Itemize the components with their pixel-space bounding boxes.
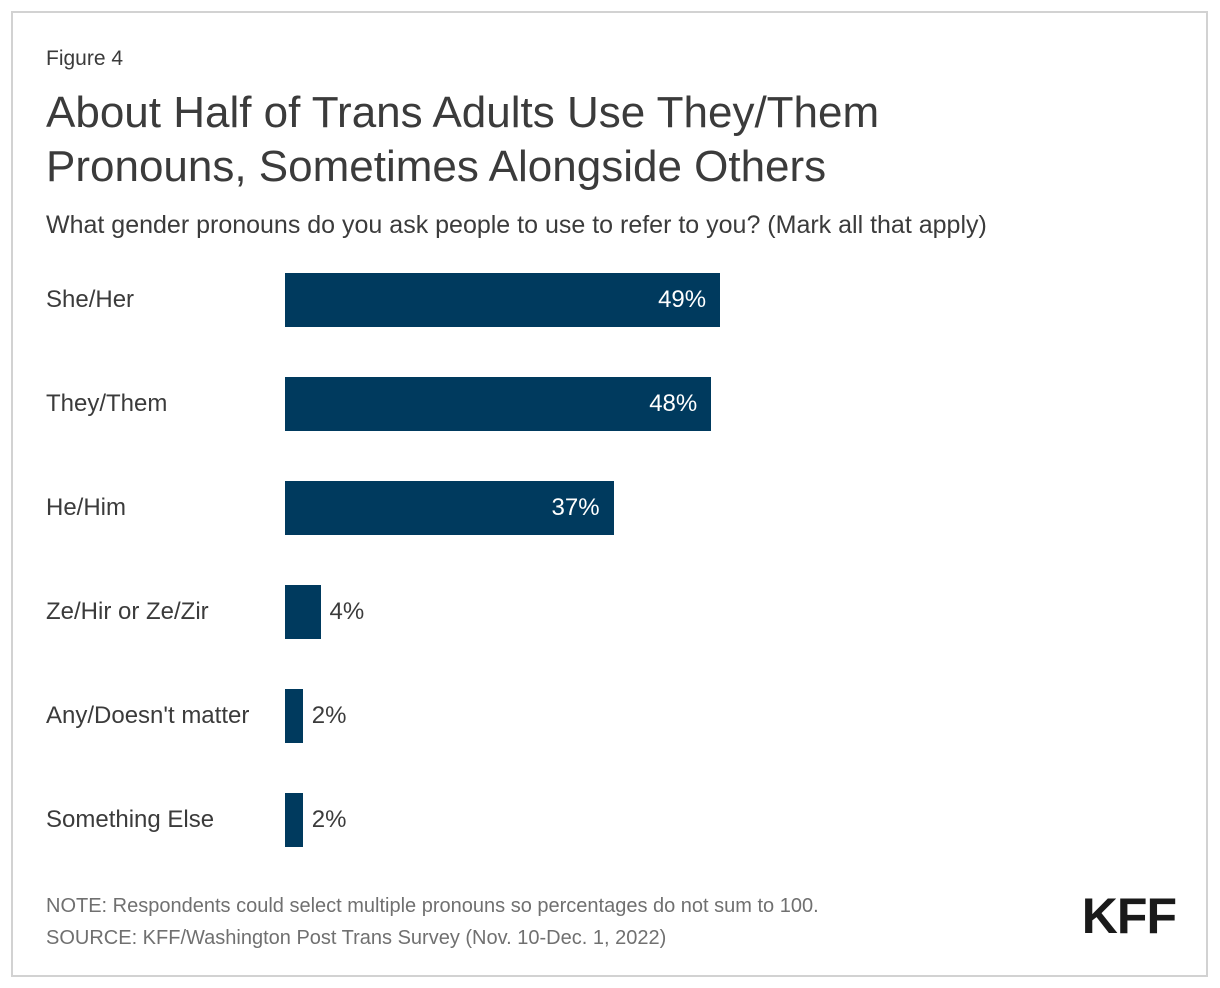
value-label: 49% (658, 286, 707, 313)
bar: 49% (285, 273, 721, 327)
value-label: 48% (649, 390, 698, 417)
bar-track: 49% (285, 273, 1174, 327)
note-text: NOTE: Respondents could select multiple … (46, 895, 819, 917)
bar: 48% (285, 377, 712, 431)
category-label: Ze/Hir or Ze/Zir (46, 598, 209, 625)
bar-track: 2% (285, 689, 1174, 743)
value-label: 2% (311, 806, 347, 833)
bar-chart: She/Her 49% They/Them 48% He/Him 37% Ze/Hir or… (46, 248, 1174, 872)
figure-label: Figure 4 (46, 47, 124, 70)
chart-row: Ze/Hir or Ze/Zir 4% (46, 560, 1174, 664)
bar (285, 689, 303, 743)
category-label: They/Them (46, 390, 168, 417)
value-label: 2% (311, 702, 347, 729)
bar-track: 48% (285, 377, 1174, 431)
chart-title: About Half of Trans Adults Use They/Them… (46, 88, 880, 191)
category-label: He/Him (46, 494, 127, 521)
figure-frame: Figure 4 About Half of Trans Adults Use … (11, 11, 1208, 977)
bar: 37% (285, 481, 614, 535)
bar-track: 4% (285, 585, 1174, 639)
bar (285, 793, 303, 847)
chart-row: She/Her 49% (46, 248, 1174, 352)
source-text: SOURCE: KFF/Washington Post Trans Survey… (46, 927, 667, 949)
bar (285, 585, 321, 639)
bar-track: 2% (285, 793, 1174, 847)
category-label: Any/Doesn't matter (46, 702, 250, 729)
chart-subtitle: What gender pronouns do you ask people t… (46, 211, 987, 239)
value-label: 37% (551, 494, 600, 521)
footer: NOTE: Respondents could select multiple … (46, 890, 1174, 954)
category-label: Something Else (46, 806, 215, 833)
chart-row: They/Them 48% (46, 352, 1174, 456)
chart-row: He/Him 37% (46, 456, 1174, 560)
kff-logo: KFF (1081, 888, 1177, 944)
value-label: 4% (329, 598, 365, 625)
category-label: She/Her (46, 286, 135, 313)
chart-row: Any/Doesn't matter 2% (46, 664, 1174, 768)
chart-row: Something Else 2% (46, 768, 1174, 872)
bar-track: 37% (285, 481, 1174, 535)
